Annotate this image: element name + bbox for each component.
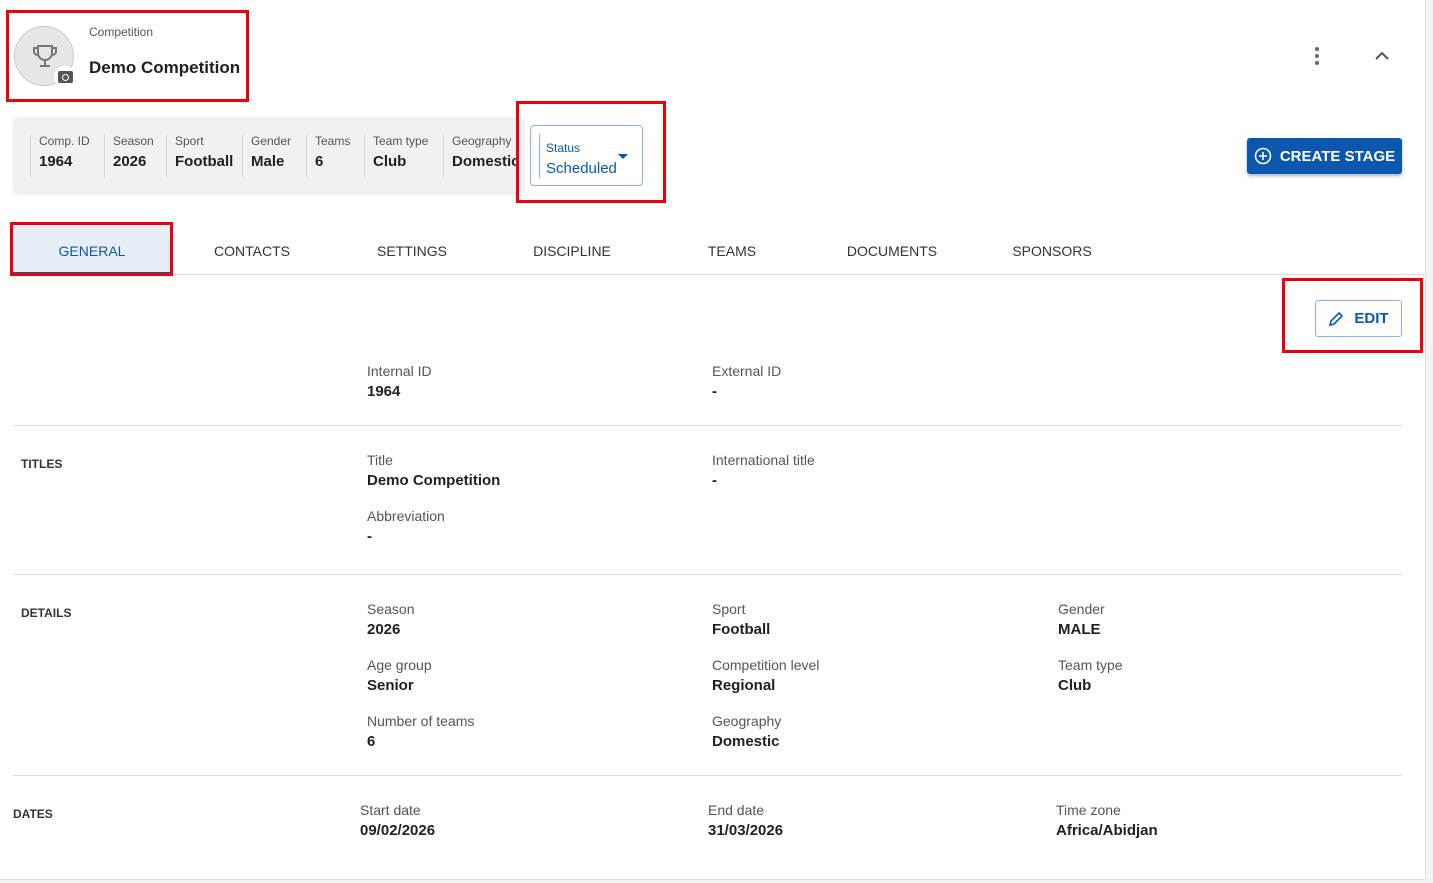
status-value: Scheduled [546,160,617,177]
field-age-group: Age group Senior [367,657,432,694]
field-gender: Gender MALE [1058,601,1105,638]
create-stage-button[interactable]: CREATE STAGE [1247,138,1402,174]
highlight-box-edit [1282,278,1423,353]
summary-teams: Teams 6 [306,134,350,178]
tab-discipline[interactable]: DISCIPLINE [533,243,611,259]
tab-bar: GENERAL CONTACTS SETTINGS DISCIPLINE TEA… [12,226,1426,275]
section-titles: TITLES [21,457,63,471]
field-geography: Geography Domestic [712,713,782,750]
status-select[interactable]: Status Scheduled [530,125,643,186]
status-label: Status [546,141,581,155]
field-time-zone: Time zone Africa/Abidjan [1056,802,1158,839]
divider [13,425,1402,426]
highlight-box-status [516,101,666,203]
field-team-type: Team type Club [1058,657,1123,694]
divider [13,775,1402,776]
header-overline: Competition [89,25,154,39]
field-start-date: Start date 09/02/2026 [360,802,436,839]
field-sport: Sport Football [712,601,771,638]
section-dates: DATES [13,807,53,821]
field-competition-level: Competition level Regional [712,657,820,694]
trophy-icon [33,45,57,67]
tab-teams[interactable]: TEAMS [707,243,757,259]
collapse-chevron-icon[interactable] [1374,49,1390,67]
pencil-icon [1329,311,1344,326]
field-number-of-teams: Number of teams 6 [367,713,475,750]
highlight-box-header [6,10,249,102]
more-menu-icon[interactable] [1310,46,1324,71]
field-external-id: External ID - [712,363,782,400]
tab-documents[interactable]: DOCUMENTS [846,243,938,259]
competition-avatar[interactable] [14,26,74,86]
summary-sport: Sport Football [166,134,233,178]
highlight-box-general-tab [10,222,173,276]
edit-button[interactable]: EDIT [1315,300,1402,337]
plus-circle-icon [1254,147,1272,165]
tab-contacts[interactable]: CONTACTS [214,243,290,259]
summary-geography: Geography Domestic [443,134,520,178]
page-title: Demo Competition [89,58,241,77]
field-season: Season 2026 [367,601,415,638]
field-internal-id: Internal ID 1964 [367,363,432,400]
tab-sponsors[interactable]: SPONSORS [1012,243,1092,259]
summary-season: Season 2026 [104,134,154,178]
field-end-date: End date 31/03/2026 [708,802,784,839]
section-details: DETAILS [21,606,72,620]
summary-team-type: Team type Club [364,134,428,178]
dropdown-caret-icon [618,154,628,164]
field-international-title: International title - [712,452,815,489]
summary-bar: Comp. ID 1964 Season 2026 Sport Football Ge… [13,117,525,195]
divider [13,574,1402,575]
tab-settings[interactable]: SETTINGS [376,243,447,259]
field-title: Title Demo Competition [367,452,501,489]
summary-comp-id: Comp. ID 1964 [30,134,90,178]
summary-gender: Gender Male [242,134,291,178]
camera-icon[interactable] [54,66,76,88]
field-abbreviation: Abbreviation - [367,508,445,545]
